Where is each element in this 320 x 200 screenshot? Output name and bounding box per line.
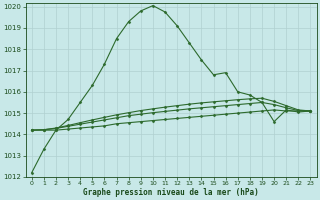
X-axis label: Graphe pression niveau de la mer (hPa): Graphe pression niveau de la mer (hPa)	[83, 188, 259, 197]
